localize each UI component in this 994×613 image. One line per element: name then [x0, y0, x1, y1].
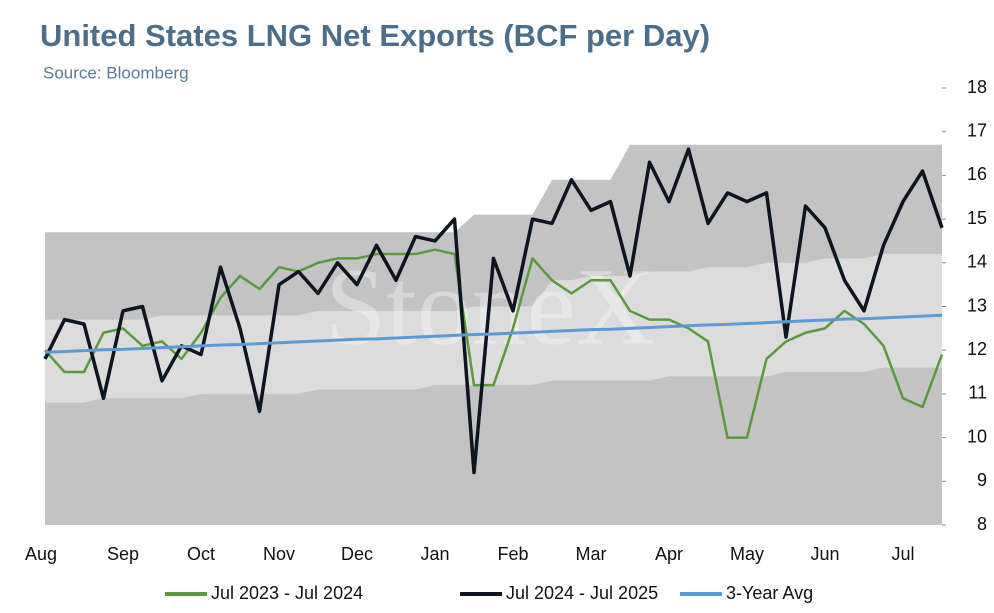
y-tick-label: 8 [977, 514, 987, 534]
legend-label: 3-Year Avg [726, 583, 813, 603]
x-tick-label: May [730, 544, 764, 564]
x-tick-label: Apr [655, 544, 683, 564]
y-tick-label: 12 [967, 339, 987, 359]
y-tick-label: 14 [967, 252, 987, 272]
series-line [43, 147, 944, 475]
x-tick-label: Sep [107, 544, 139, 564]
x-tick-label: Jan [420, 544, 449, 564]
x-tick-label: Oct [187, 544, 215, 564]
x-tick-label: Nov [263, 544, 295, 564]
y-tick-label: 13 [967, 295, 987, 315]
legend-label: Jul 2023 - Jul 2024 [211, 583, 363, 603]
range-band [45, 254, 942, 403]
y-tick-label: 9 [977, 470, 987, 490]
y-tick-label: 15 [967, 208, 987, 228]
chart-subtitle: Source: Bloomberg [43, 63, 189, 82]
y-tick-label: 10 [967, 426, 987, 446]
x-tick-label: Aug [25, 544, 57, 564]
x-tick-label: Jun [810, 544, 839, 564]
y-tick-label: 17 [967, 120, 987, 140]
x-tick-label: Feb [497, 544, 528, 564]
y-tick-label: 11 [968, 383, 987, 403]
series-line [44, 313, 943, 354]
x-tick-label: Mar [576, 544, 607, 564]
y-tick-label: 18 [967, 77, 987, 97]
x-tick-label: Jul [891, 544, 914, 564]
legend-label: Jul 2024 - Jul 2025 [506, 583, 658, 603]
y-tick-label: 16 [967, 164, 987, 184]
series-line [44, 248, 944, 439]
chart-title: United States LNG Net Exports (BCF per D… [40, 18, 710, 53]
x-tick-label: Dec [341, 544, 373, 564]
